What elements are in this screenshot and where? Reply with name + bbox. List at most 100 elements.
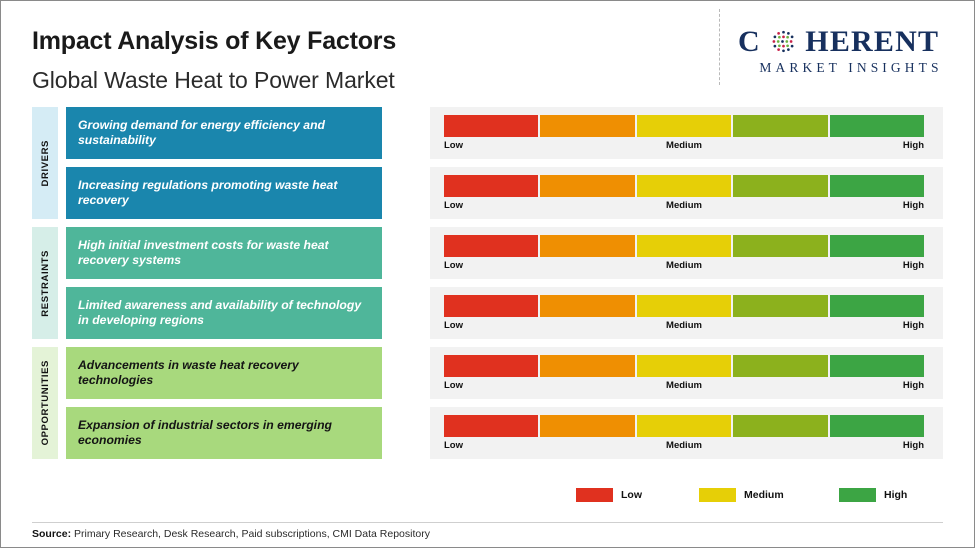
gauge-segment-5 — [829, 235, 925, 257]
logo-wordmark: C — [738, 25, 960, 59]
scale-label-low: Low — [444, 320, 463, 331]
gauge-segment-1 — [444, 355, 541, 377]
scale-label-medium: Medium — [666, 200, 702, 211]
gauge-segment-4 — [733, 235, 830, 257]
impact-matrix: DRIVERS Growing demand for energy efficie… — [1, 101, 974, 476]
factor-statement: Increasing regulations promoting waste h… — [66, 167, 382, 219]
factor-statement: Limited awareness and availability of te… — [66, 287, 382, 339]
gauge-segment-4 — [733, 295, 830, 317]
legend-label: High — [884, 489, 908, 501]
scale-label-low: Low — [444, 380, 463, 391]
scale-label-medium: Medium — [666, 380, 702, 391]
gauge-segment-2 — [540, 175, 637, 197]
impact-gauge: Low Medium High — [430, 167, 943, 219]
scale-label-medium: Medium — [666, 440, 702, 451]
scale-label-high: High — [902, 380, 924, 391]
group-drivers: DRIVERS Growing demand for energy efficie… — [32, 107, 943, 219]
company-logo: C — [738, 25, 960, 81]
source-label: Source: — [32, 528, 72, 540]
scale-label-low: Low — [444, 200, 463, 211]
gauge-segment-4 — [733, 415, 830, 437]
factor-statement: Expansion of industrial sectors in emerg… — [66, 407, 382, 459]
gauge-track — [444, 295, 925, 317]
scale-label-low: Low — [444, 260, 463, 271]
group-tab-label: OPPORTUNITIES — [39, 360, 51, 446]
scale-label-high: High — [902, 440, 924, 451]
scale-label-medium: Medium — [666, 260, 702, 271]
factor-row: Increasing regulations promoting waste h… — [66, 167, 943, 219]
page-subtitle: Global Waste Heat to Power Market — [32, 67, 395, 93]
slide-header: Impact Analysis of Key Factors Global Wa… — [1, 1, 974, 101]
legend-item: High — [839, 488, 907, 502]
scale-label-high: High — [902, 320, 924, 331]
gauge-segment-2 — [540, 355, 637, 377]
gauge-segment-3 — [636, 415, 734, 437]
scale-label-low: Low — [444, 440, 463, 451]
gauge-segment-1 — [444, 235, 541, 257]
gauge-segment-3 — [636, 295, 734, 317]
legend-swatch — [699, 488, 736, 502]
gauge-segment-3 — [636, 175, 734, 197]
gauge-track — [444, 415, 925, 437]
factor-statement: Advancements in waste heat recovery tech… — [66, 347, 382, 399]
legend-swatch — [839, 488, 876, 502]
gauge-segment-4 — [733, 175, 830, 197]
scale-label-high: High — [902, 140, 924, 151]
logo-letter-c: C — [738, 25, 761, 58]
gauge-segment-4 — [733, 355, 830, 377]
gauge-segment-5 — [829, 355, 925, 377]
factor-row: High initial investment costs for waste … — [66, 227, 943, 279]
factor-row: Growing demand for energy efficiency and… — [66, 107, 943, 159]
logo-tagline: MARKET INSIGHTS — [759, 60, 943, 75]
gauge-scale: Low Medium High — [444, 140, 924, 156]
gauge-segment-4 — [733, 115, 830, 137]
gauge-scale: Low Medium High — [444, 200, 924, 216]
impact-gauge: Low Medium High — [430, 227, 943, 279]
legend-item: Low — [576, 488, 642, 502]
gauge-segment-1 — [444, 115, 541, 137]
gauge-segment-1 — [444, 415, 541, 437]
scale-label-high: High — [902, 200, 924, 211]
factor-statement: Growing demand for energy efficiency and… — [66, 107, 382, 159]
group-opportunities: OPPORTUNITIES Advancements in waste heat … — [32, 347, 943, 459]
impact-gauge: Low Medium High — [430, 107, 943, 159]
gauge-segment-1 — [444, 175, 541, 197]
header-divider — [719, 9, 720, 85]
impact-gauge: Low Medium High — [430, 287, 943, 339]
gauge-scale: Low Medium High — [444, 320, 924, 336]
legend-item: Medium — [699, 488, 784, 502]
gauge-segment-3 — [636, 355, 734, 377]
scale-label-high: High — [902, 260, 924, 271]
gauge-segment-2 — [540, 295, 637, 317]
gauge-segment-5 — [829, 415, 925, 437]
group-tab-restraints: RESTRAINTS — [32, 227, 58, 339]
group-tab-label: DRIVERS — [39, 139, 51, 187]
legend-swatch — [576, 488, 613, 502]
factor-row: Limited awareness and availability of te… — [66, 287, 943, 339]
gauge-segment-5 — [829, 295, 925, 317]
gauge-segment-2 — [540, 415, 637, 437]
gauge-track — [444, 175, 925, 197]
legend-label: Low — [621, 489, 642, 501]
gauge-segment-5 — [829, 115, 925, 137]
gauge-segment-2 — [540, 235, 637, 257]
source-text: Primary Research, Desk Research, Paid su… — [71, 528, 430, 540]
scale-label-low: Low — [444, 140, 463, 151]
gauge-segment-3 — [636, 235, 734, 257]
group-tab-opportunities: OPPORTUNITIES — [32, 347, 58, 459]
gauge-segment-1 — [444, 295, 541, 317]
source-note: Source: Primary Research, Desk Research,… — [32, 528, 430, 540]
gauge-segment-5 — [829, 175, 925, 197]
factor-statement: High initial investment costs for waste … — [66, 227, 382, 279]
factor-row: Advancements in waste heat recovery tech… — [66, 347, 943, 399]
gauge-scale: Low Medium High — [444, 440, 924, 456]
scale-label-medium: Medium — [666, 140, 702, 151]
gauge-segment-3 — [636, 115, 734, 137]
group-tab-drivers: DRIVERS — [32, 107, 58, 219]
gauge-track — [444, 355, 925, 377]
impact-gauge: Low Medium High — [430, 347, 943, 399]
gauge-scale: Low Medium High — [444, 380, 924, 396]
legend: Low Medium High — [576, 488, 907, 506]
scale-label-medium: Medium — [666, 320, 702, 331]
